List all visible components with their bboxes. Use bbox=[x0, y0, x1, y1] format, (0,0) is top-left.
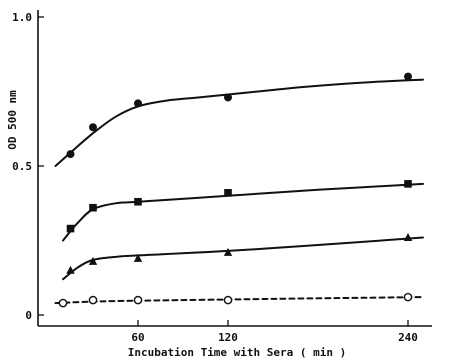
series-0-point-3 bbox=[224, 93, 232, 102]
series-3-point-0 bbox=[58, 298, 68, 308]
x-axis-label: Incubation Time with Sera ( min ) bbox=[128, 346, 347, 359]
series-2-line bbox=[62, 236, 424, 281]
series-2-point-2 bbox=[133, 253, 143, 262]
series-1-point-2 bbox=[134, 197, 142, 206]
y-tick-label-0: 0 bbox=[25, 309, 32, 322]
x-tick-label-1: 120 bbox=[218, 331, 238, 344]
series-0-point-4 bbox=[404, 72, 412, 81]
y-tick-label-1: 0.5 bbox=[12, 160, 32, 173]
series-3-point-1 bbox=[88, 295, 98, 305]
series-0-point-2 bbox=[134, 99, 142, 108]
axes bbox=[37, 10, 432, 327]
y-axis-label: OD 500 nm bbox=[6, 90, 19, 150]
series-0-point-0 bbox=[66, 150, 75, 159]
series-1-point-3 bbox=[224, 189, 232, 197]
series-1-point-4 bbox=[404, 180, 412, 188]
x-tick-label-2: 240 bbox=[398, 331, 418, 344]
y-tick-label-2: 1.0 bbox=[12, 11, 32, 24]
series-1-line bbox=[62, 182, 424, 242]
series-3-point-2 bbox=[133, 295, 143, 305]
series-0-point-1 bbox=[89, 123, 97, 132]
series-0-line bbox=[54, 78, 424, 167]
series-3-line bbox=[54, 296, 424, 305]
ticks: 0 0.5 1.0 60 120 240 bbox=[12, 11, 418, 344]
series-1-point-1 bbox=[89, 203, 97, 212]
series-3-point-3 bbox=[223, 295, 233, 305]
series-2-point-3 bbox=[223, 247, 233, 256]
curves bbox=[54, 78, 424, 305]
series-2-point-4 bbox=[403, 233, 413, 242]
series-2-point-1 bbox=[88, 256, 98, 265]
x-tick-label-0: 60 bbox=[131, 331, 144, 344]
series-1-point-0 bbox=[66, 224, 75, 233]
series-2-point-0 bbox=[66, 265, 75, 274]
series-3-point-4 bbox=[403, 292, 413, 302]
markers bbox=[58, 72, 413, 308]
